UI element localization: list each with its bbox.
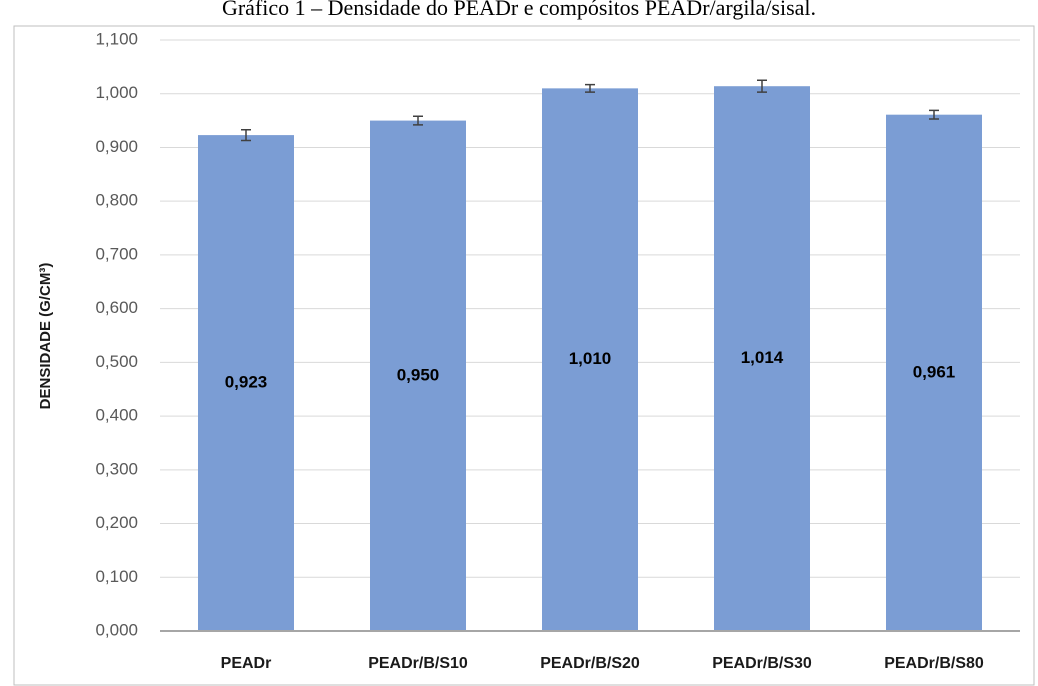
bar [370, 120, 466, 631]
x-tick-label: PEADr [221, 655, 272, 672]
value-label: 0,961 [913, 362, 956, 381]
y-tick-label: 0,700 [95, 244, 138, 263]
value-label: 0,923 [225, 373, 268, 392]
y-tick-label: 0,400 [95, 406, 138, 425]
error-bar [929, 109, 939, 120]
value-label: 1,010 [569, 349, 612, 368]
y-tick-label: 0,200 [95, 513, 138, 532]
bar [886, 114, 982, 631]
y-tick-label: 1,100 [95, 29, 138, 48]
y-tick-label: 0,900 [95, 137, 138, 156]
x-tick-label: PEADr/B/S80 [884, 655, 984, 672]
x-tick-label: PEADr/B/S20 [540, 655, 640, 672]
y-tick-label: 1,000 [95, 83, 138, 102]
y-tick-label: 0,800 [95, 191, 138, 210]
x-tick-label: PEADr/B/S30 [712, 655, 812, 672]
title-backdrop [200, 0, 840, 24]
chart-frame [13, 25, 1035, 686]
y-tick-label: 0,000 [95, 620, 138, 639]
bar [198, 135, 294, 631]
error-bar [585, 83, 595, 93]
y-tick-label: 0,500 [95, 352, 138, 371]
x-tick-label: PEADr/B/S10 [368, 655, 468, 672]
error-bar [413, 115, 423, 126]
error-bar [241, 128, 251, 142]
bar [714, 86, 810, 632]
y-axis-label: DENSIDADE (G/CM³) [37, 263, 54, 410]
value-label: 1,014 [741, 348, 784, 367]
y-tick-label: 0,600 [95, 298, 138, 317]
chart-title: Gráfico 1 – Densidade do PEADr e compósi… [222, 0, 816, 20]
y-tick-label: 0,300 [95, 459, 138, 478]
error-bar [757, 79, 767, 93]
bar [542, 88, 638, 631]
y-tick-label: 0,100 [95, 567, 138, 586]
value-label: 0,950 [397, 365, 440, 384]
